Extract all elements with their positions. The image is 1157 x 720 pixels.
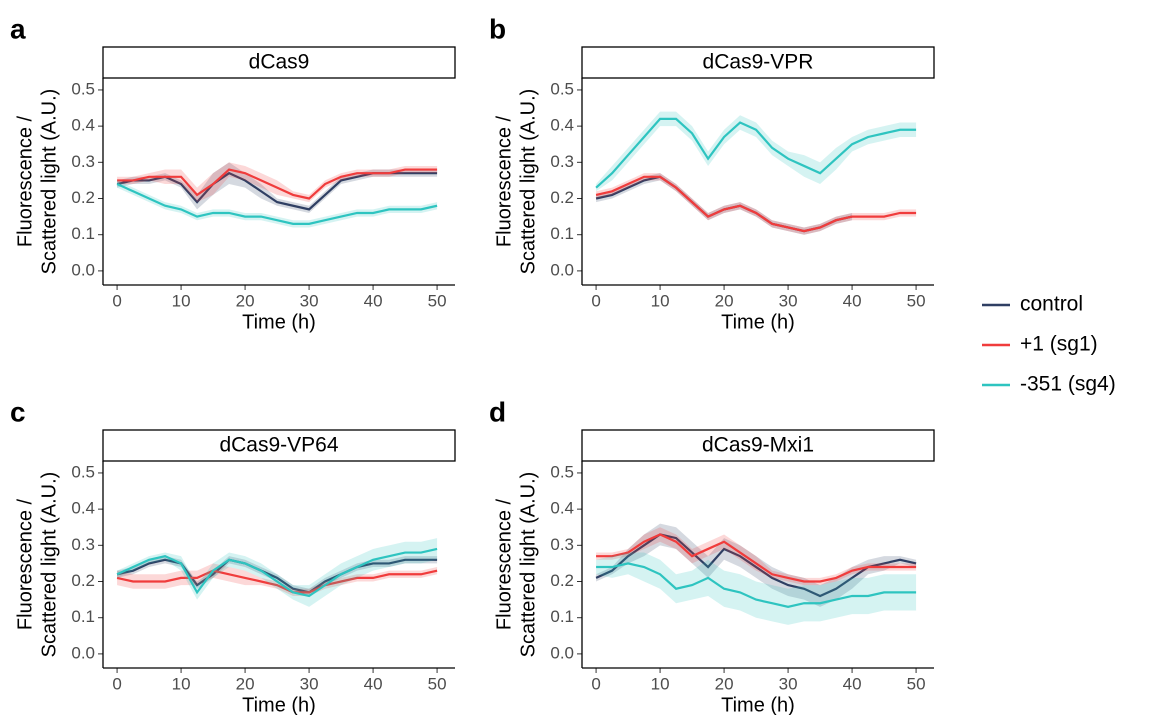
series-line (595, 175, 917, 233)
y-tick-label: 0.4 (71, 499, 95, 518)
y-tick-label: 0.1 (71, 224, 95, 243)
panel-label: d (489, 396, 506, 427)
x-tick-label: 50 (428, 674, 447, 693)
y-axis-title: Fluorescence / (14, 115, 36, 247)
y-tick-label: 0.3 (71, 535, 95, 554)
x-tick-label: 20 (715, 674, 734, 693)
x-axis-title: Time (h) (721, 694, 795, 715)
y-axis-title: Scattered light (A.U.) (38, 472, 60, 658)
x-tick-label: 50 (907, 674, 926, 693)
x-tick-label: 0 (591, 674, 600, 693)
y-tick-label: 0.4 (550, 116, 574, 135)
legend-label: control (1020, 293, 1083, 316)
y-tick-label: 0.3 (550, 152, 574, 171)
y-tick-label: 0.5 (550, 462, 574, 481)
y-tick-label: 0.4 (71, 116, 95, 135)
strip (102, 46, 456, 79)
y-tick-label: 0.0 (550, 643, 574, 662)
series-line (116, 558, 438, 594)
y-tick-label: 0.2 (71, 571, 95, 590)
series-line (116, 183, 438, 225)
y-tick-label: 0.0 (71, 643, 95, 662)
y-tick-label: 0.3 (71, 152, 95, 171)
x-tick-label: 40 (843, 291, 862, 310)
x-tick-label: 20 (236, 291, 255, 310)
y-axis-title: Fluorescence / (14, 498, 36, 630)
x-tick-label: 10 (172, 291, 191, 310)
y-tick-label: 0.2 (550, 188, 574, 207)
x-tick-label: 0 (112, 674, 121, 693)
y-axis-title: Scattered light (A.U.) (517, 89, 539, 275)
y-tick-label: 0.1 (71, 607, 95, 626)
y-tick-label: 0.5 (550, 79, 574, 98)
x-axis-title: Time (h) (242, 694, 316, 715)
series-line (595, 533, 917, 598)
series-line (595, 117, 917, 189)
strip-title: dCas9-VPR (703, 51, 814, 74)
strip-title: dCas9-Mxi1 (702, 434, 814, 457)
x-tick-label: 50 (428, 291, 447, 310)
x-tick-label: 40 (364, 674, 383, 693)
error-ribbon (117, 563, 438, 596)
panel-label: c (10, 396, 26, 427)
series-line (595, 175, 853, 233)
y-tick-label: 0.4 (550, 499, 574, 518)
x-tick-label: 30 (300, 291, 319, 310)
y-tick-label: 0.1 (550, 607, 574, 626)
x-tick-label: 0 (112, 291, 121, 310)
x-tick-label: 20 (715, 291, 734, 310)
error-ribbon (117, 162, 438, 203)
series-line (117, 168, 438, 200)
x-tick-label: 10 (651, 291, 670, 310)
strip (581, 46, 935, 79)
y-axis-title: Fluorescence / (493, 115, 515, 247)
strip (102, 429, 456, 462)
strip-title: dCas9 (249, 51, 310, 74)
legend-label: +1 (sg1) (1020, 333, 1098, 356)
error-ribbon (596, 552, 917, 625)
x-tick-label: 30 (779, 291, 798, 310)
x-axis-title: Time (h) (242, 311, 316, 333)
y-axis-title: Fluorescence / (493, 498, 515, 630)
x-tick-label: 10 (172, 674, 191, 693)
error-ribbon (117, 538, 438, 607)
x-tick-label: 10 (651, 674, 670, 693)
y-tick-label: 0.0 (71, 260, 95, 279)
y-axis-title: Scattered light (A.U.) (38, 89, 60, 275)
series-line (596, 562, 917, 608)
y-tick-label: 0.5 (71, 462, 95, 481)
y-axis-title: Scattered light (A.U.) (517, 472, 539, 658)
error-ribbon (596, 111, 917, 192)
strip-title: dCas9-VP64 (219, 434, 338, 457)
legend-label: -351 (sg4) (1020, 373, 1116, 396)
series-line (116, 569, 438, 594)
error-ribbon (117, 162, 438, 213)
y-tick-label: 0.2 (550, 571, 574, 590)
panel-label: a (10, 13, 26, 44)
x-axis-title: Time (h) (721, 311, 795, 333)
y-tick-label: 0.0 (550, 260, 574, 279)
y-tick-label: 0.3 (550, 535, 574, 554)
y-tick-label: 0.2 (71, 188, 95, 207)
error-ribbon (596, 523, 917, 607)
series-line (116, 547, 438, 598)
y-tick-label: 0.5 (71, 79, 95, 98)
panel-label: b (489, 13, 506, 44)
x-tick-label: 20 (236, 674, 255, 693)
x-tick-label: 50 (907, 291, 926, 310)
x-tick-label: 0 (591, 291, 600, 310)
x-tick-label: 30 (300, 674, 319, 693)
x-tick-label: 30 (779, 674, 798, 693)
y-tick-label: 0.1 (550, 224, 574, 243)
series-line (596, 533, 917, 583)
x-tick-label: 40 (364, 291, 383, 310)
strip (581, 429, 935, 462)
x-tick-label: 40 (843, 674, 862, 693)
